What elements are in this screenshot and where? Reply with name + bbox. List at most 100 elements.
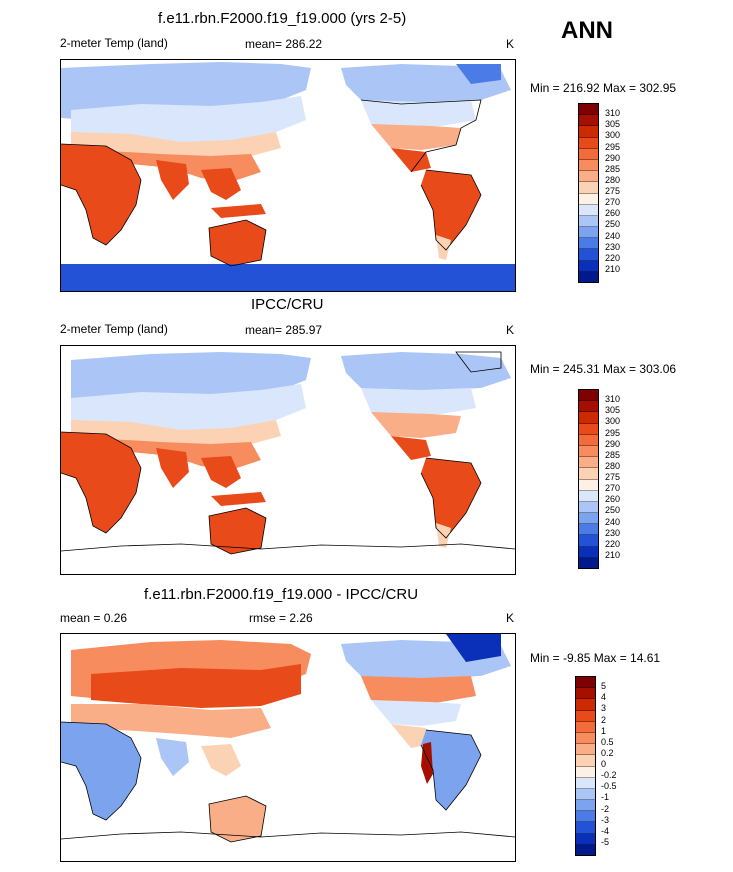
colorbar-tick-label: 0 (601, 759, 607, 769)
colorbar-tick-label: 230 (605, 527, 621, 538)
panel3-title: f.e11.rbn.F2000.f19_f19.000 - IPCC/CRU (144, 586, 419, 603)
colorbar-swatch (579, 412, 598, 424)
colorbar-tick-label: 285 (605, 163, 621, 174)
colorbar-tick-label: 210 (605, 549, 621, 560)
panel1-map (60, 59, 516, 292)
panel3-colorbar-ticks: 5 4 3 2 1 0.5 0.2 0 -0.2 -0.5 -1 -2 -3 -4 -5 (601, 676, 641, 854)
colorbar-swatch (579, 249, 598, 261)
colorbar-swatch (576, 744, 595, 756)
panel3-map (60, 633, 516, 862)
colorbar-tick-label: 305 (605, 405, 621, 416)
colorbar-swatch (579, 171, 598, 183)
colorbar-swatch (576, 800, 595, 812)
colorbar-tick-label: 275 (605, 472, 621, 482)
panel2-title: IPCC/CRU (251, 296, 324, 313)
colorbar-swatch (579, 126, 598, 138)
colorbar-tick-label: 310 (605, 394, 621, 405)
colorbar-tick-label: 270 (605, 483, 621, 494)
colorbar-swatch (576, 710, 595, 722)
colorbar-tick-label: 290 (605, 152, 621, 163)
colorbar-swatch (576, 822, 595, 834)
colorbar-swatch (576, 699, 595, 711)
colorbar-swatch (579, 546, 598, 558)
colorbar-tick-label: 310 (605, 108, 621, 119)
panel3-colorbar (575, 676, 596, 856)
colorbar-swatch (579, 204, 598, 216)
colorbar-swatch (579, 148, 598, 160)
colorbar-tick-label: 260 (605, 208, 621, 219)
colorbar-tick-label: -0.5 (601, 781, 617, 792)
colorbar-swatch (579, 468, 598, 480)
colorbar-swatch (576, 732, 595, 745)
colorbar-tick-label: 305 (605, 119, 621, 130)
panel1-colorbar-ticks: 310 305 300 295 290 285 280 275 270 260 250 240 230 2… (605, 103, 645, 281)
panel3-mean-label: mean = 0.26 (60, 611, 128, 625)
panel2-units-label: K (506, 323, 515, 337)
colorbar-swatch (576, 688, 595, 700)
colorbar-tick-label: 0.2 (601, 747, 614, 758)
colorbar-tick-label: 0.5 (601, 736, 614, 747)
colorbar-tick-label: 275 (605, 186, 621, 196)
colorbar-tick-label: -0.2 (601, 770, 617, 781)
colorbar-tick-label: 1 (601, 725, 607, 736)
colorbar-tick-label: 240 (605, 516, 621, 527)
season-label: ANN (561, 17, 613, 44)
panel2-map (60, 345, 516, 575)
colorbar-swatch (579, 260, 598, 272)
colorbar-tick-label: 4 (601, 692, 607, 703)
panel1-units-label: K (506, 37, 515, 51)
colorbar-tick-label: -2 (601, 803, 610, 814)
colorbar-tick-label: -1 (601, 792, 610, 803)
colorbar-swatch (576, 721, 595, 733)
panel2-minmax: Min = 245.31 Max = 303.06 (530, 362, 677, 376)
colorbar-swatch (579, 193, 598, 205)
colorbar-swatch (579, 535, 598, 547)
colorbar-swatch (579, 227, 598, 239)
colorbar-swatch (576, 844, 595, 855)
colorbar-tick-label: -5 (601, 836, 610, 847)
colorbar-swatch (576, 677, 595, 689)
colorbar-swatch (579, 490, 598, 502)
panel1-title: f.e11.rbn.F2000.f19_f19.000 (yrs 2-5) (158, 10, 407, 27)
colorbar-tick-label: 300 (605, 130, 621, 141)
colorbar-swatch (579, 271, 598, 282)
colorbar-tick-label: 300 (605, 416, 621, 427)
colorbar-tick-label: 250 (605, 219, 621, 230)
panel2-mean-label: mean= 285.97 (245, 323, 323, 337)
colorbar-swatch (576, 833, 595, 845)
colorbar-swatch (579, 182, 598, 194)
colorbar-swatch (579, 445, 598, 458)
colorbar-swatch (579, 115, 598, 127)
colorbar-swatch (579, 159, 598, 172)
panel2-colorbar-ticks: 310 305 300 295 290 285 280 275 270 260 250 240 230 2… (605, 389, 645, 567)
colorbar-swatch (579, 457, 598, 469)
colorbar-tick-label: -4 (601, 825, 610, 836)
colorbar-tick-label: 3 (601, 703, 607, 714)
panel3-units-label: K (506, 611, 515, 625)
colorbar-swatch (579, 479, 598, 491)
colorbar-swatch (579, 137, 598, 149)
colorbar-tick-label: 290 (605, 438, 621, 449)
panel1-colorbar (578, 103, 599, 283)
colorbar-tick-label: 250 (605, 505, 621, 516)
colorbar-swatch (576, 766, 595, 778)
colorbar-tick-label: 220 (605, 252, 621, 263)
colorbar-tick-label: 230 (605, 241, 621, 252)
colorbar-swatch (579, 238, 598, 250)
colorbar-swatch (579, 501, 598, 514)
colorbar-tick-label: 210 (605, 263, 621, 274)
colorbar-swatch (576, 811, 595, 823)
colorbar-swatch (579, 423, 598, 435)
colorbar-tick-label: 220 (605, 538, 621, 549)
colorbar-tick-label: 285 (605, 449, 621, 460)
colorbar-swatch (579, 390, 598, 402)
colorbar-swatch (579, 104, 598, 116)
panel2-colorbar (578, 389, 599, 569)
panel1-mean-label: mean= 286.22 (245, 37, 323, 51)
colorbar-tick-label: 295 (605, 427, 621, 438)
colorbar-tick-label: 240 (605, 230, 621, 241)
colorbar-tick-label: -3 (601, 814, 610, 825)
colorbar-swatch (579, 557, 598, 568)
panel2-variable-label: 2-meter Temp (land) (60, 322, 168, 336)
colorbar-tick-label: 270 (605, 197, 621, 208)
